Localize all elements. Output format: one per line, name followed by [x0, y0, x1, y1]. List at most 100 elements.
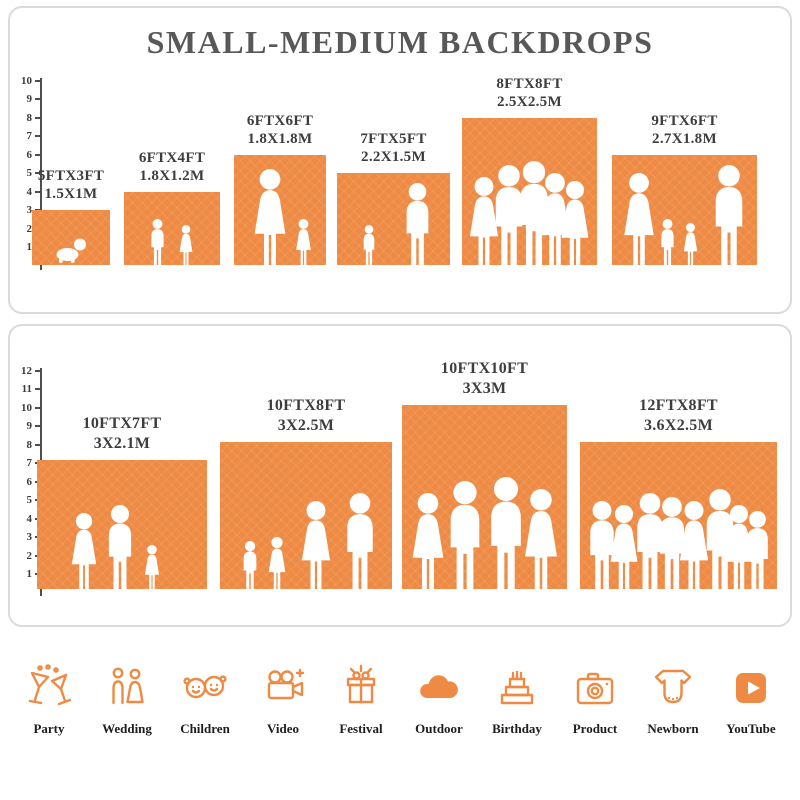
outdoor-icon	[420, 675, 458, 698]
backdrop-size-label: 5FTX3FT 1.5X1M	[38, 167, 104, 205]
backdrop-10ftx8ft: 10FTX8FT 3X2.5M	[220, 396, 392, 589]
backdrop-size-label: 10FTX10FT 3X3M	[441, 359, 528, 399]
ruler-number: 9	[18, 420, 42, 432]
backdrop-size-label: 12FTX8FT 3.6X2.5M	[639, 396, 718, 436]
video-icon	[267, 668, 305, 700]
people-silhouette	[363, 183, 429, 265]
people-silhouette	[254, 169, 311, 265]
size-m: 2.5X2.5M	[497, 94, 562, 111]
size-ft: 7FTX5FT	[360, 130, 427, 147]
backdrop-size-label: 6FTX4FT 1.8X1.2M	[139, 149, 205, 187]
festival-icon	[346, 664, 376, 704]
size-m: 2.7X1.8M	[652, 131, 717, 148]
ruler-number: 8	[18, 112, 42, 124]
youtube-icon	[736, 673, 766, 703]
people-silhouette	[71, 505, 160, 589]
backdrop-swatch	[402, 405, 567, 589]
backdrop-6ftx4ft: 6FTX4FT 1.8X1.2M	[124, 149, 220, 265]
size-m: 2.2X1.5M	[361, 149, 426, 166]
backdrop-size-label: 7FTX5FT 2.2X1.5M	[360, 130, 426, 168]
ruler-number: 6	[18, 476, 42, 488]
category-wedding: Wedding	[94, 664, 160, 737]
ruler-number: 4	[18, 186, 42, 198]
size-m: 1.5X1M	[44, 186, 98, 203]
size-ft: 10FTX10FT	[440, 360, 529, 377]
size-ft: 6FTX6FT	[246, 112, 314, 129]
backdrop-swatch	[612, 155, 757, 265]
ruler-number: 12	[18, 365, 42, 377]
ruler-number: 6	[18, 149, 42, 161]
category-product: Product	[562, 664, 628, 737]
size-m: 3X3M	[462, 380, 507, 397]
children-icon	[183, 675, 227, 699]
size-m: 1.8X1.8M	[247, 131, 313, 148]
category-label: Children	[180, 721, 230, 736]
backdrop-size-label: 6FTX6FT 1.8X1.8M	[247, 112, 313, 150]
page-title: SMALL-MEDIUM BACKDROPS	[146, 24, 654, 60]
size-ft: 9FTX6FT	[651, 112, 718, 129]
ruler-number: 10	[18, 75, 42, 87]
small-medium-backdrops-panel: SMALL-MEDIUM BACKDROPS 10 9 8 7 6 5 4 3 2 1 5FTX3…	[8, 6, 792, 314]
ruler-number: 1	[18, 241, 42, 253]
backdrop-swatch	[462, 118, 597, 265]
category-label: Newborn	[647, 721, 699, 736]
people-silhouette	[469, 161, 589, 265]
party-icon	[28, 664, 72, 706]
size-ft: 5FTX3FT	[37, 167, 105, 184]
ruler-number: 7	[18, 130, 42, 142]
category-label: Video	[266, 721, 300, 736]
backdrop-size-label: 10FTX8FT 3X2.5M	[267, 396, 346, 436]
birthday-icon	[500, 670, 534, 705]
people-silhouette	[590, 489, 768, 589]
category-video: Video	[250, 664, 316, 737]
category-label: YouTube	[726, 721, 776, 736]
backdrop-swatch	[37, 460, 207, 589]
category-festival: Festival	[328, 664, 394, 737]
backdrop-size-label: 10FTX7FT 3X2.1M	[83, 414, 162, 454]
people-silhouette	[56, 238, 86, 263]
category-label: Party	[33, 721, 65, 736]
size-m: 3.6X2.5M	[643, 417, 714, 434]
ruler-number: 5	[18, 167, 42, 179]
ruler-number: 11	[18, 383, 42, 395]
category-newborn: Newborn	[640, 664, 706, 737]
ruler-number: 1	[18, 568, 42, 580]
backdrop-size-label: 8FTX8FT 2.5X2.5M	[496, 75, 562, 113]
ruler-number: 8	[18, 439, 42, 451]
category-label: Birthday	[492, 721, 542, 736]
backdrop-6ftx6ft: 6FTX6FT 1.8X1.8M	[234, 112, 326, 265]
size-m: 3X2.5M	[277, 417, 335, 434]
product-icon	[576, 672, 614, 705]
ruler-number: 9	[18, 93, 42, 105]
ruler-number: 3	[18, 204, 42, 216]
backdrop-5ftx3ft: 5FTX3FT 1.5X1M	[32, 167, 110, 265]
category-label: Outdoor	[415, 721, 463, 736]
backdrop-7ftx5ft: 7FTX5FT 2.2X1.5M	[337, 130, 450, 265]
ruler-number: 3	[18, 531, 42, 543]
wedding-icon	[112, 667, 144, 705]
ruler-number: 2	[18, 223, 42, 235]
backdrop-12ftx8ft: 12FTX8FT 3.6X2.5M	[580, 396, 777, 589]
backdrop-swatch	[220, 442, 392, 589]
people-silhouette	[624, 165, 743, 265]
ruler-number: 7	[18, 457, 42, 469]
size-m: 3X2.1M	[93, 435, 151, 452]
category-label: Product	[572, 721, 618, 736]
category-label: Wedding	[102, 721, 152, 736]
backdrop-9ftx6ft: 9FTX6FT 2.7X1.8M	[612, 112, 757, 265]
size-ft: 6FTX4FT	[138, 149, 206, 166]
large-backdrops-panel: 12 11 10 9 8 7 6 5 4 3 2 1 10FTX7FT 3X2.1M 10FTX8FT…	[8, 324, 792, 627]
category-birthday: Birthday	[484, 664, 550, 737]
height-ruler-top: 10 9 8 7 6 5 4 3 2 1	[18, 75, 42, 270]
size-ft: 12FTX8FT	[639, 397, 718, 414]
category-label: Festival	[339, 721, 383, 736]
people-silhouette	[412, 477, 557, 589]
people-silhouette	[243, 493, 373, 589]
backdrop-swatch	[580, 442, 777, 589]
ruler-number: 2	[18, 550, 42, 562]
size-m: 1.8X1.2M	[139, 168, 205, 185]
backdrop-swatch	[124, 192, 220, 265]
people-silhouette	[151, 219, 193, 265]
backdrop-10ftx7ft: 10FTX7FT 3X2.1M	[37, 414, 207, 589]
category-party: Party	[16, 664, 82, 737]
